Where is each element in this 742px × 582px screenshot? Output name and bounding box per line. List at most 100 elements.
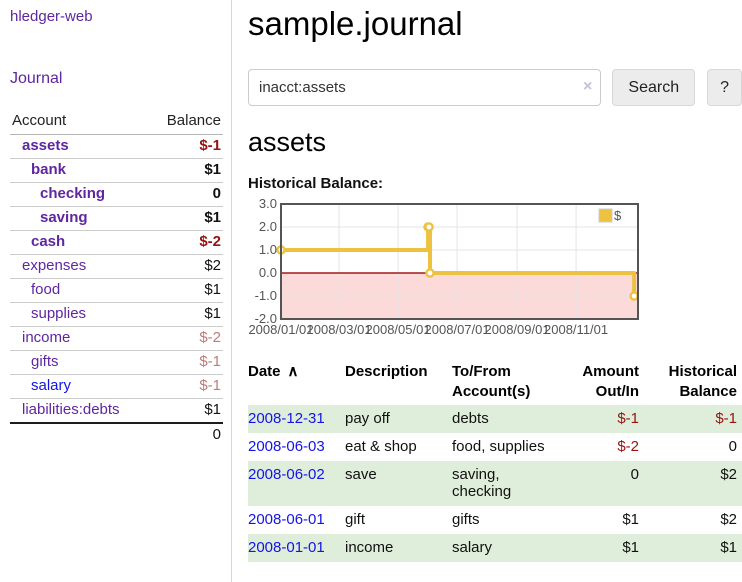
transaction-description: eat & shop <box>345 438 417 456</box>
accounts-total-spacer <box>10 422 150 446</box>
transaction-date-link[interactable]: 2008-06-01 <box>248 511 325 529</box>
accounts-header-row: Account Balance <box>10 110 223 135</box>
account-link[interactable]: salary <box>31 377 72 394</box>
account-row: expenses $2 <box>10 254 223 279</box>
account-link[interactable]: saving <box>40 209 88 226</box>
transaction-row: 2008-06-03 eat & shop food, supplies $-2 0 <box>248 433 742 461</box>
column-header-date[interactable]: Date ∧ <box>248 363 299 381</box>
y-tick-label: 2.0 <box>259 219 277 234</box>
x-tick-label: 2008/03/01 <box>307 322 372 337</box>
legend-label: $ <box>614 208 622 223</box>
account-balance: $1 <box>149 278 223 303</box>
accounts-header-account: Account <box>10 110 150 135</box>
y-tick-label: 3.0 <box>259 196 277 211</box>
account-row: gifts $-1 <box>10 350 223 375</box>
transaction-row: 2008-06-01 gift gifts $1 $2 <box>248 506 742 534</box>
transaction-description: save <box>345 461 452 507</box>
legend-swatch <box>598 208 613 223</box>
help-button[interactable]: ? <box>707 69 742 107</box>
account-balance: $-1 <box>149 374 223 399</box>
account-row: salary $-1 <box>10 374 223 399</box>
account-balance: $-1 <box>199 137 221 154</box>
account-link[interactable]: income <box>22 329 71 346</box>
transaction-accounts: salary <box>452 534 570 563</box>
chart-svg: 3.0 2.0 1.0 0.0 -1.0 -2.02008/01/012008/03/01… <box>248 196 639 337</box>
x-tick-label: 2008/09/01 <box>485 322 550 337</box>
transaction-accounts: gifts <box>452 511 480 529</box>
account-link[interactable]: assets <box>22 137 69 154</box>
accounts-total-value: 0 <box>149 422 223 446</box>
main-content: sample.journal × Search ? assets Histori… <box>233 0 742 563</box>
transaction-accounts: saving, checking <box>452 461 570 507</box>
account-link[interactable]: gifts <box>31 353 59 370</box>
accounts-header-balance: Balance <box>149 110 223 135</box>
transaction-balance: 0 <box>728 438 737 456</box>
sort-asc-icon: ∧ <box>287 363 299 381</box>
y-tick-label: 1.0 <box>259 242 277 257</box>
data-point-marker <box>629 291 639 302</box>
account-link[interactable]: expenses <box>22 257 87 274</box>
transaction-balance: $1 <box>647 534 742 563</box>
transaction-description: gift <box>345 511 366 529</box>
transaction-date-link[interactable]: 2008-06-03 <box>248 438 325 456</box>
transaction-amount: $1 <box>622 511 639 529</box>
account-link[interactable]: cash <box>31 233 66 250</box>
account-row: saving $1 <box>10 206 223 231</box>
account-link[interactable]: checking <box>40 185 106 202</box>
nav: Journal <box>10 70 223 88</box>
search-button[interactable]: Search <box>612 69 696 107</box>
account-row: cash $-2 <box>10 230 223 255</box>
data-point-marker <box>424 222 434 233</box>
y-tick-label: 0.0 <box>259 265 277 280</box>
account-row: income $-2 <box>10 326 223 351</box>
account-link[interactable]: food <box>31 281 61 298</box>
account-link[interactable]: bank <box>31 161 67 178</box>
brand-link[interactable]: hledger-web <box>10 8 93 25</box>
transaction-date-link[interactable]: 2008-12-31 <box>248 410 325 428</box>
search-input[interactable] <box>248 69 602 107</box>
x-tick-label: 2008/01/01 <box>248 322 313 337</box>
search-form: × Search ? <box>248 69 742 107</box>
transaction-accounts: food, supplies <box>452 438 545 456</box>
account-balance: $-1 <box>149 350 223 375</box>
column-header-balance: Historical Balance <box>668 363 737 401</box>
transaction-amount: $-1 <box>570 405 647 434</box>
account-link[interactable]: supplies <box>31 305 87 322</box>
register-header-row: Date ∧ Description To/From Account(s) Amo… <box>248 360 742 405</box>
account-link[interactable]: liabilities:debts <box>22 401 120 418</box>
account-balance: $1 <box>149 158 223 183</box>
clear-search-icon[interactable]: × <box>583 78 593 96</box>
x-tick-label: 2008/07/01 <box>425 322 490 337</box>
column-header-amount: Amount Out/In <box>582 363 639 401</box>
transaction-row: 2008-01-01 income salary $1 $1 <box>248 534 742 563</box>
account-row: assets $-1 <box>10 135 223 159</box>
transaction-description: pay off <box>345 405 452 434</box>
account-balance: 0 <box>149 182 223 207</box>
account-row: bank $1 <box>10 158 223 183</box>
transaction-row: 2008-06-02 save saving, checking 0 $2 <box>248 461 742 507</box>
transaction-balance: $-1 <box>647 405 742 434</box>
transaction-amount: $-2 <box>617 438 639 456</box>
account-balance: $1 <box>149 398 223 423</box>
transaction-accounts: debts <box>452 405 570 434</box>
account-balance: $2 <box>149 254 223 279</box>
transaction-description: income <box>345 534 452 563</box>
account-row: food $1 <box>10 278 223 303</box>
register-table: Date ∧ Description To/From Account(s) Amo… <box>248 360 742 563</box>
account-balance: $1 <box>149 302 223 327</box>
transaction-row: 2008-12-31 pay off debts $-1 $-1 <box>248 405 742 434</box>
account-row: checking 0 <box>10 182 223 207</box>
page-title: sample.journal <box>248 5 463 42</box>
transaction-date-link[interactable]: 2008-06-02 <box>248 466 325 484</box>
account-heading: assets <box>248 127 327 158</box>
account-row: supplies $1 <box>10 302 223 327</box>
transaction-balance: $2 <box>720 511 737 529</box>
column-header-description: Description <box>345 363 428 381</box>
transaction-date-link[interactable]: 2008-01-01 <box>248 539 325 557</box>
account-balance: $1 <box>149 206 223 231</box>
transaction-amount: $1 <box>570 534 647 563</box>
x-tick-label: 2008/05/01 <box>366 322 431 337</box>
y-tick-label: -2.0 <box>255 311 277 326</box>
x-tick-label: 2008/11/01 <box>544 322 608 337</box>
sidebar-item-journal[interactable]: Journal <box>10 70 63 87</box>
